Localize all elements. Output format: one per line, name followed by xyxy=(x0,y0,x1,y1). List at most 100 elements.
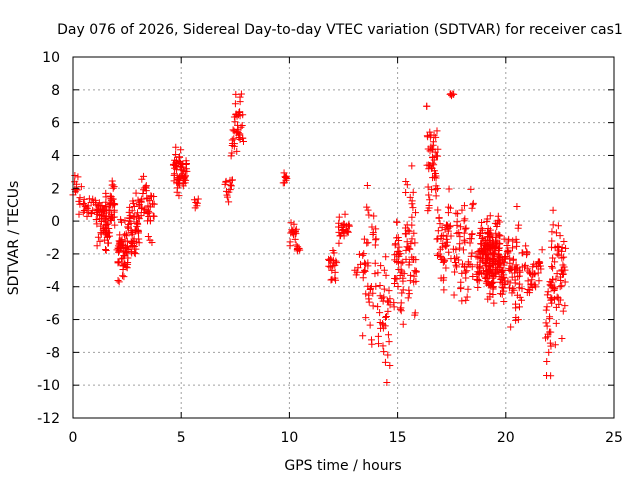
data-point xyxy=(381,313,389,321)
data-point xyxy=(109,184,117,192)
data-point xyxy=(467,185,475,193)
data-point xyxy=(353,268,361,276)
data-point xyxy=(516,293,524,301)
x-tick-label: 15 xyxy=(389,430,407,446)
data-point xyxy=(453,263,461,271)
data-point xyxy=(369,289,377,297)
data-point xyxy=(509,244,517,252)
data-point xyxy=(450,90,458,98)
data-point xyxy=(332,276,340,284)
data-point xyxy=(543,303,551,311)
data-point xyxy=(561,266,569,274)
data-point xyxy=(404,226,412,234)
data-point xyxy=(105,239,113,247)
data-point xyxy=(457,223,465,231)
data-point xyxy=(371,259,379,267)
data-point xyxy=(138,175,146,183)
data-point xyxy=(545,348,553,356)
data-point xyxy=(425,191,433,199)
data-point xyxy=(132,189,140,197)
data-point xyxy=(538,246,546,254)
data-point xyxy=(423,132,431,140)
data-point xyxy=(461,225,469,233)
data-point xyxy=(560,253,568,261)
data-point xyxy=(383,379,391,387)
data-point xyxy=(91,196,99,204)
data-point xyxy=(433,251,441,259)
data-point xyxy=(369,229,377,237)
data-point xyxy=(495,231,503,239)
data-point xyxy=(547,328,555,336)
data-point xyxy=(460,202,468,210)
y-tick-label: 4 xyxy=(51,148,60,164)
data-point xyxy=(408,162,416,170)
x-tick-label: 5 xyxy=(177,430,186,446)
data-point xyxy=(447,232,455,240)
y-tick-label: 10 xyxy=(42,50,60,66)
data-point xyxy=(295,245,303,253)
data-point xyxy=(503,241,511,249)
data-point xyxy=(430,131,438,139)
data-point xyxy=(239,111,247,119)
data-point xyxy=(486,212,494,220)
data-point xyxy=(552,319,560,327)
data-point xyxy=(547,282,555,290)
data-point xyxy=(553,250,561,258)
x-axis-label: GPS time / hours xyxy=(284,458,401,474)
data-point xyxy=(127,248,135,256)
data-point xyxy=(551,341,559,349)
data-point xyxy=(365,291,373,299)
data-point xyxy=(380,348,388,356)
data-point xyxy=(398,289,406,297)
y-tick-label: -6 xyxy=(46,313,60,329)
data-point xyxy=(73,186,81,194)
data-point xyxy=(501,281,509,289)
data-point xyxy=(455,228,463,236)
data-point xyxy=(150,193,158,201)
data-point xyxy=(553,293,561,301)
data-point xyxy=(442,242,450,250)
data-point xyxy=(411,239,419,247)
data-point xyxy=(402,188,410,196)
data-point xyxy=(379,342,387,350)
data-point xyxy=(531,270,539,278)
data-point xyxy=(554,222,562,230)
x-tick-label: 20 xyxy=(497,430,515,446)
data-point xyxy=(408,221,416,229)
data-point xyxy=(523,248,531,256)
data-point xyxy=(227,152,235,160)
data-point xyxy=(561,302,569,310)
data-point xyxy=(121,217,129,225)
data-point xyxy=(496,232,504,240)
data-point xyxy=(548,263,556,271)
data-point xyxy=(509,237,517,245)
data-point xyxy=(238,122,246,130)
data-point xyxy=(396,305,404,313)
data-point xyxy=(535,277,543,285)
data-point xyxy=(386,301,394,309)
y-tick-label: 2 xyxy=(51,181,60,197)
data-point xyxy=(498,290,506,298)
data-point xyxy=(547,372,555,380)
data-point xyxy=(454,210,462,218)
data-point xyxy=(228,149,236,157)
data-point xyxy=(512,235,520,243)
data-point xyxy=(234,129,242,137)
data-point xyxy=(73,180,81,188)
data-point xyxy=(372,282,380,290)
data-point xyxy=(107,217,115,225)
data-point xyxy=(558,282,566,290)
data-point xyxy=(411,267,419,275)
data-point xyxy=(549,276,557,284)
data-point xyxy=(456,233,464,241)
data-point xyxy=(394,283,402,291)
data-point xyxy=(509,285,517,293)
data-point xyxy=(550,286,558,294)
data-point xyxy=(441,226,449,234)
data-point xyxy=(370,212,378,220)
data-point xyxy=(384,331,392,339)
data-point xyxy=(558,254,566,262)
data-point xyxy=(226,181,234,189)
data-point xyxy=(403,181,411,189)
